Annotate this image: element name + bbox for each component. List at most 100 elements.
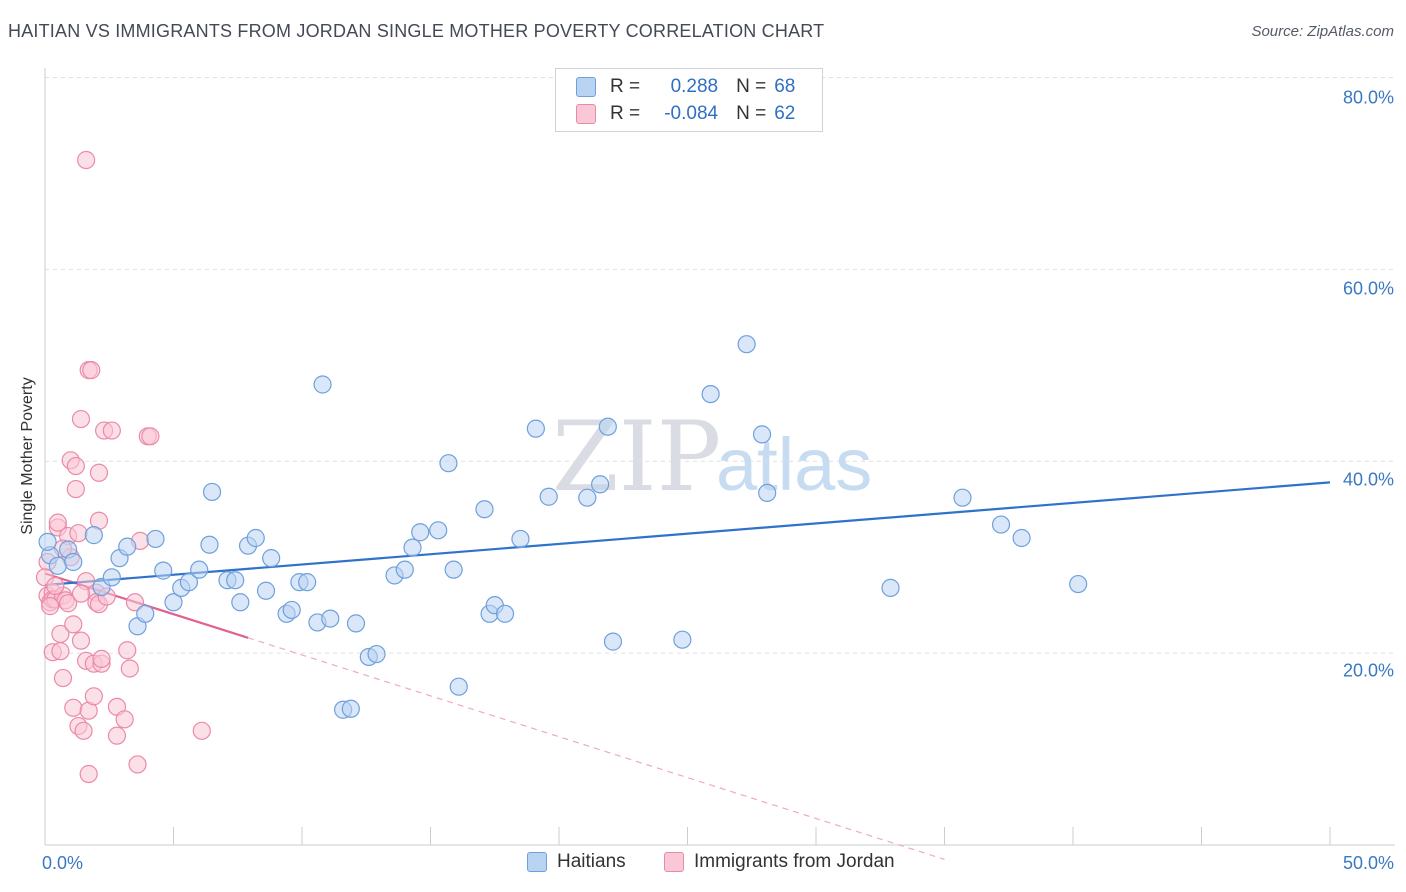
blue-data-point [953, 488, 972, 507]
pink-data-point [89, 463, 109, 482]
blue-data-point [154, 561, 173, 580]
pink-data-point [48, 513, 67, 532]
n-label: N = [736, 76, 767, 97]
blue-data-point [737, 335, 756, 354]
x-tick-label-min: 0.0% [42, 853, 84, 873]
blue-data-point [226, 571, 245, 590]
pink-data-point [120, 659, 139, 678]
blue-data-point [991, 515, 1011, 534]
legend-item-haitians: Haitians [527, 851, 626, 873]
legend-label-haitians: Haitians [557, 851, 626, 872]
pink-data-point [115, 710, 134, 729]
pink-data-point [92, 649, 111, 668]
pink-trend-extension [247, 637, 945, 860]
r-value: 0.288 [670, 76, 719, 97]
pink-data-point [128, 755, 147, 774]
pink-series-points [35, 150, 211, 784]
pink-data-point [66, 456, 85, 476]
blue-data-point [701, 384, 720, 404]
blue-data-point [164, 593, 183, 612]
blue-data-point [202, 482, 222, 502]
blue-data-point [439, 454, 458, 473]
blue-data-point [341, 699, 360, 718]
blue-data-point [231, 593, 250, 612]
pink-swatch-icon [664, 852, 684, 872]
pink-data-point [74, 721, 93, 740]
pink-data-point [71, 584, 91, 603]
blue-data-point [526, 419, 545, 438]
y-tick-label: 60.0% [1342, 278, 1394, 299]
pink-data-point [46, 576, 65, 596]
blue-data-point [321, 609, 340, 628]
pink-data-point [69, 524, 88, 543]
blue-data-point [429, 521, 448, 540]
blue-data-point [136, 604, 155, 623]
blue-data-point [395, 560, 414, 579]
pink-data-point [118, 641, 137, 660]
y-tick-label: 20.0% [1342, 660, 1394, 681]
blue-data-point [475, 500, 494, 519]
pink-data-point [59, 594, 78, 613]
legend-row-blue: R = 0.288 N = 68 [576, 73, 795, 101]
y-tick-label: 40.0% [1342, 469, 1394, 490]
blue-data-point [673, 630, 692, 649]
pink-swatch-icon [576, 104, 596, 124]
blue-data-point [1069, 574, 1088, 594]
blue-trend-line [44, 481, 1331, 587]
r-label: R = [610, 76, 641, 97]
trend-lines [44, 481, 1331, 860]
r-value: -0.084 [664, 103, 719, 124]
x-tick-label-max: 50.0% [1342, 853, 1394, 873]
watermark-zip: ZIP [552, 401, 721, 513]
blue-series-points [38, 335, 1088, 719]
blue-swatch-icon [527, 852, 547, 872]
pink-data-point [66, 479, 85, 499]
blue-data-point [146, 529, 165, 549]
n-value: 68 [774, 76, 796, 97]
legend-item-jordan: Immigrants from Jordan [664, 851, 895, 873]
blue-data-point [1012, 528, 1031, 548]
blue-data-point [444, 560, 463, 579]
pink-data-point [102, 421, 121, 440]
blue-data-point [367, 644, 386, 664]
blue-data-point [449, 677, 468, 696]
pink-data-point [64, 615, 83, 634]
pink-data-point [192, 721, 211, 740]
blue-data-point [539, 487, 558, 506]
blue-data-point [262, 549, 281, 568]
blue-data-point [84, 526, 103, 545]
blue-data-point [282, 600, 301, 620]
blue-data-point [495, 604, 515, 623]
blue-data-point [179, 573, 199, 592]
legend-row-pink: R = -0.084 N = 62 [576, 100, 795, 128]
watermark-atlas: atlas [716, 423, 872, 506]
blue-data-point [64, 552, 83, 572]
blue-data-point [752, 425, 772, 444]
blue-data-point [48, 556, 67, 575]
blue-data-point [411, 523, 430, 542]
pink-data-point [51, 642, 70, 661]
chart-source: Source: ZipAtlas.com [1251, 23, 1394, 40]
pink-data-point [77, 150, 96, 170]
pink-data-point [71, 409, 91, 429]
blue-data-point [256, 581, 276, 600]
pink-data-point [141, 427, 160, 446]
blue-data-point [38, 532, 57, 551]
blue-data-point [598, 417, 617, 436]
blue-data-point [190, 560, 209, 579]
pink-data-point [82, 361, 101, 380]
blue-data-point [403, 538, 422, 557]
blue-data-point [881, 578, 900, 597]
gridlines [45, 77, 1395, 654]
pink-data-point [64, 698, 83, 717]
blue-data-point [246, 528, 265, 548]
axes [44, 68, 1395, 846]
blue-data-point [603, 632, 623, 651]
blue-data-point [578, 488, 597, 507]
blue-data-point [102, 568, 121, 587]
n-value: 62 [774, 103, 796, 124]
blue-data-point [758, 483, 777, 503]
blue-data-point [346, 614, 366, 633]
blue-data-point [313, 375, 332, 394]
